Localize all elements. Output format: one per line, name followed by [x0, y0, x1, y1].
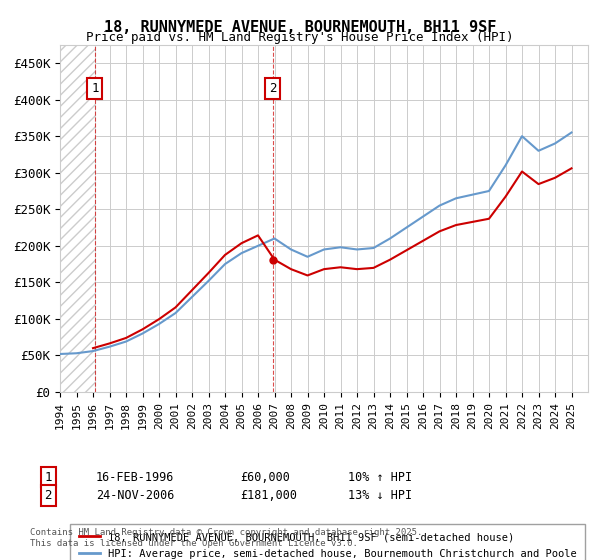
18, RUNNYMEDE AVENUE, BOURNEMOUTH, BH11 9SF (semi-detached house) [551, 174, 559, 181]
18, RUNNYMEDE AVENUE, BOURNEMOUTH, BH11 9SF (semi-detached house) [172, 304, 179, 311]
HPI: Average price, semi-detached house, Bournemouth Christchurch and Poole: (2.02e+03, 2.75e+05): Average price, semi-detached house, Bour… [485, 188, 493, 194]
HPI: Average price, semi-detached house, Bournemouth Christchurch and Poole: (2.02e+03, 3.3e+05): Average price, semi-detached house, Bour… [535, 147, 542, 154]
HPI: Average price, semi-detached house, Bournemouth Christchurch and Poole: (2e+03, 9.3e+04): Average price, semi-detached house, Bour… [155, 321, 163, 328]
18, RUNNYMEDE AVENUE, BOURNEMOUTH, BH11 9SF (semi-detached house) [139, 326, 146, 333]
Text: £60,000: £60,000 [240, 470, 290, 484]
18, RUNNYMEDE AVENUE, BOURNEMOUTH, BH11 9SF (semi-detached house) [122, 335, 130, 342]
Text: £181,000: £181,000 [240, 489, 297, 502]
Text: 2: 2 [269, 82, 277, 95]
HPI: Average price, semi-detached house, Bournemouth Christchurch and Poole: (2.02e+03, 2.7e+05): Average price, semi-detached house, Bour… [469, 192, 476, 198]
Bar [60, 45, 95, 392]
18, RUNNYMEDE AVENUE, BOURNEMOUTH, BH11 9SF (semi-detached house) [502, 193, 509, 200]
HPI: Average price, semi-detached house, Bournemouth Christchurch and Poole: (2.02e+03, 3.5e+05): Average price, semi-detached house, Bour… [518, 133, 526, 139]
HPI: Average price, semi-detached house, Bournemouth Christchurch and Poole: (2.01e+03, 1.95e+05): Average price, semi-detached house, Bour… [287, 246, 295, 253]
HPI: Average price, semi-detached house, Bournemouth Christchurch and Poole: (2.01e+03, 1.98e+05): Average price, semi-detached house, Bour… [337, 244, 344, 251]
HPI: Average price, semi-detached house, Bournemouth Christchurch and Poole: (2.01e+03, 1.85e+05): Average price, semi-detached house, Bour… [304, 254, 311, 260]
HPI: Average price, semi-detached house, Bournemouth Christchurch and Poole: (2.01e+03, 2.1e+05): Average price, semi-detached house, Bour… [386, 235, 394, 242]
HPI: Average price, semi-detached house, Bournemouth Christchurch and Poole: (2.02e+03, 2.25e+05): Average price, semi-detached house, Bour… [403, 224, 410, 231]
18, RUNNYMEDE AVENUE, BOURNEMOUTH, BH11 9SF (semi-detached house) [320, 266, 328, 273]
HPI: Average price, semi-detached house, Bournemouth Christchurch and Poole: (2.02e+03, 2.65e+05): Average price, semi-detached house, Bour… [452, 195, 460, 202]
HPI: Average price, semi-detached house, Bournemouth Christchurch and Poole: (1.99e+03, 5.2e+04): Average price, semi-detached house, Bour… [56, 351, 64, 357]
HPI: Average price, semi-detached house, Bournemouth Christchurch and Poole: (2.01e+03, 2.1e+05): Average price, semi-detached house, Bour… [271, 235, 278, 242]
HPI: Average price, semi-detached house, Bournemouth Christchurch and Poole: (2e+03, 5.3e+04): Average price, semi-detached house, Bour… [73, 350, 80, 357]
18, RUNNYMEDE AVENUE, BOURNEMOUTH, BH11 9SF (semi-detached house) [568, 165, 575, 172]
HPI: Average price, semi-detached house, Bournemouth Christchurch and Poole: (2.02e+03, 2.55e+05): Average price, semi-detached house, Bour… [436, 202, 443, 209]
18, RUNNYMEDE AVENUE, BOURNEMOUTH, BH11 9SF (semi-detached house) [535, 181, 542, 188]
Bar [60, 45, 95, 392]
18, RUNNYMEDE AVENUE, BOURNEMOUTH, BH11 9SF (semi-detached house) [518, 168, 526, 175]
18, RUNNYMEDE AVENUE, BOURNEMOUTH, BH11 9SF (semi-detached house) [271, 256, 278, 263]
18, RUNNYMEDE AVENUE, BOURNEMOUTH, BH11 9SF (semi-detached house) [106, 340, 113, 347]
HPI: Average price, semi-detached house, Bournemouth Christchurch and Poole: (2e+03, 5.6e+04): Average price, semi-detached house, Bour… [89, 348, 97, 354]
18, RUNNYMEDE AVENUE, BOURNEMOUTH, BH11 9SF (semi-detached house) [238, 240, 245, 246]
HPI: Average price, semi-detached house, Bournemouth Christchurch and Poole: (2e+03, 6.9e+04): Average price, semi-detached house, Bour… [122, 338, 130, 345]
Text: 18, RUNNYMEDE AVENUE, BOURNEMOUTH, BH11 9SF: 18, RUNNYMEDE AVENUE, BOURNEMOUTH, BH11 … [104, 20, 496, 35]
HPI: Average price, semi-detached house, Bournemouth Christchurch and Poole: (2e+03, 1.08e+05): Average price, semi-detached house, Bour… [172, 310, 179, 316]
HPI: Average price, semi-detached house, Bournemouth Christchurch and Poole: (2e+03, 8e+04): Average price, semi-detached house, Bour… [139, 330, 146, 337]
HPI: Average price, semi-detached house, Bournemouth Christchurch and Poole: (2.01e+03, 1.95e+05): Average price, semi-detached house, Bour… [353, 246, 361, 253]
HPI: Average price, semi-detached house, Bournemouth Christchurch and Poole: (2.01e+03, 1.95e+05): Average price, semi-detached house, Bour… [320, 246, 328, 253]
Text: Price paid vs. HM Land Registry's House Price Index (HPI): Price paid vs. HM Land Registry's House … [86, 31, 514, 44]
HPI: Average price, semi-detached house, Bournemouth Christchurch and Poole: (2.01e+03, 1.97e+05): Average price, semi-detached house, Bour… [370, 245, 377, 251]
18, RUNNYMEDE AVENUE, BOURNEMOUTH, BH11 9SF (semi-detached house) [370, 264, 377, 271]
Text: 1: 1 [91, 82, 99, 95]
18, RUNNYMEDE AVENUE, BOURNEMOUTH, BH11 9SF (semi-detached house) [452, 222, 460, 228]
18, RUNNYMEDE AVENUE, BOURNEMOUTH, BH11 9SF (semi-detached house) [485, 216, 493, 222]
Text: 24-NOV-2006: 24-NOV-2006 [96, 489, 175, 502]
Text: Contains HM Land Registry data © Crown copyright and database right 2025.
This d: Contains HM Land Registry data © Crown c… [30, 528, 422, 548]
18, RUNNYMEDE AVENUE, BOURNEMOUTH, BH11 9SF (semi-detached house) [287, 266, 295, 273]
Text: 2: 2 [44, 489, 52, 502]
18, RUNNYMEDE AVENUE, BOURNEMOUTH, BH11 9SF (semi-detached house) [89, 345, 97, 352]
HPI: Average price, semi-detached house, Bournemouth Christchurch and Poole: (2.02e+03, 2.4e+05): Average price, semi-detached house, Bour… [419, 213, 427, 220]
18, RUNNYMEDE AVENUE, BOURNEMOUTH, BH11 9SF (semi-detached house) [353, 266, 361, 273]
Text: 1: 1 [44, 470, 52, 484]
18, RUNNYMEDE AVENUE, BOURNEMOUTH, BH11 9SF (semi-detached house) [304, 272, 311, 279]
18, RUNNYMEDE AVENUE, BOURNEMOUTH, BH11 9SF (semi-detached house) [386, 256, 394, 263]
HPI: Average price, semi-detached house, Bournemouth Christchurch and Poole: (2e+03, 1.75e+05): Average price, semi-detached house, Bour… [221, 261, 229, 268]
HPI: Average price, semi-detached house, Bournemouth Christchurch and Poole: (2.02e+03, 3.55e+05): Average price, semi-detached house, Bour… [568, 129, 575, 136]
Line: HPI: Average price, semi-detached house, Bournemouth Christchurch and Poole: HPI: Average price, semi-detached house,… [60, 133, 571, 354]
18, RUNNYMEDE AVENUE, BOURNEMOUTH, BH11 9SF (semi-detached house) [221, 251, 229, 258]
Text: 10% ↑ HPI: 10% ↑ HPI [348, 470, 412, 484]
Legend: 18, RUNNYMEDE AVENUE, BOURNEMOUTH, BH11 9SF (semi-detached house), HPI: Average : 18, RUNNYMEDE AVENUE, BOURNEMOUTH, BH11 … [70, 524, 585, 560]
HPI: Average price, semi-detached house, Bournemouth Christchurch and Poole: (2e+03, 6.2e+04): Average price, semi-detached house, Bour… [106, 343, 113, 350]
Text: 16-FEB-1996: 16-FEB-1996 [96, 470, 175, 484]
18, RUNNYMEDE AVENUE, BOURNEMOUTH, BH11 9SF (semi-detached house) [337, 264, 344, 270]
HPI: Average price, semi-detached house, Bournemouth Christchurch and Poole: (2.02e+03, 3.1e+05): Average price, semi-detached house, Bour… [502, 162, 509, 169]
HPI: Average price, semi-detached house, Bournemouth Christchurch and Poole: (2e+03, 1.52e+05): Average price, semi-detached house, Bour… [205, 278, 212, 284]
18, RUNNYMEDE AVENUE, BOURNEMOUTH, BH11 9SF (semi-detached house) [205, 269, 212, 276]
18, RUNNYMEDE AVENUE, BOURNEMOUTH, BH11 9SF (semi-detached house) [436, 228, 443, 235]
18, RUNNYMEDE AVENUE, BOURNEMOUTH, BH11 9SF (semi-detached house) [419, 237, 427, 244]
HPI: Average price, semi-detached house, Bournemouth Christchurch and Poole: (2e+03, 1.3e+05): Average price, semi-detached house, Bour… [188, 293, 196, 300]
18, RUNNYMEDE AVENUE, BOURNEMOUTH, BH11 9SF (semi-detached house) [403, 247, 410, 254]
18, RUNNYMEDE AVENUE, BOURNEMOUTH, BH11 9SF (semi-detached house) [155, 316, 163, 323]
18, RUNNYMEDE AVENUE, BOURNEMOUTH, BH11 9SF (semi-detached house) [254, 232, 262, 239]
18, RUNNYMEDE AVENUE, BOURNEMOUTH, BH11 9SF (semi-detached house) [469, 218, 476, 225]
HPI: Average price, semi-detached house, Bournemouth Christchurch and Poole: (2e+03, 1.9e+05): Average price, semi-detached house, Bour… [238, 250, 245, 256]
Text: 13% ↓ HPI: 13% ↓ HPI [348, 489, 412, 502]
HPI: Average price, semi-detached house, Bournemouth Christchurch and Poole: (2.01e+03, 2e+05): Average price, semi-detached house, Bour… [254, 242, 262, 249]
18, RUNNYMEDE AVENUE, BOURNEMOUTH, BH11 9SF (semi-detached house) [188, 287, 196, 293]
Line: 18, RUNNYMEDE AVENUE, BOURNEMOUTH, BH11 9SF (semi-detached house): 18, RUNNYMEDE AVENUE, BOURNEMOUTH, BH11 … [93, 169, 571, 348]
HPI: Average price, semi-detached house, Bournemouth Christchurch and Poole: (2.02e+03, 3.4e+05): Average price, semi-detached house, Bour… [551, 140, 559, 147]
